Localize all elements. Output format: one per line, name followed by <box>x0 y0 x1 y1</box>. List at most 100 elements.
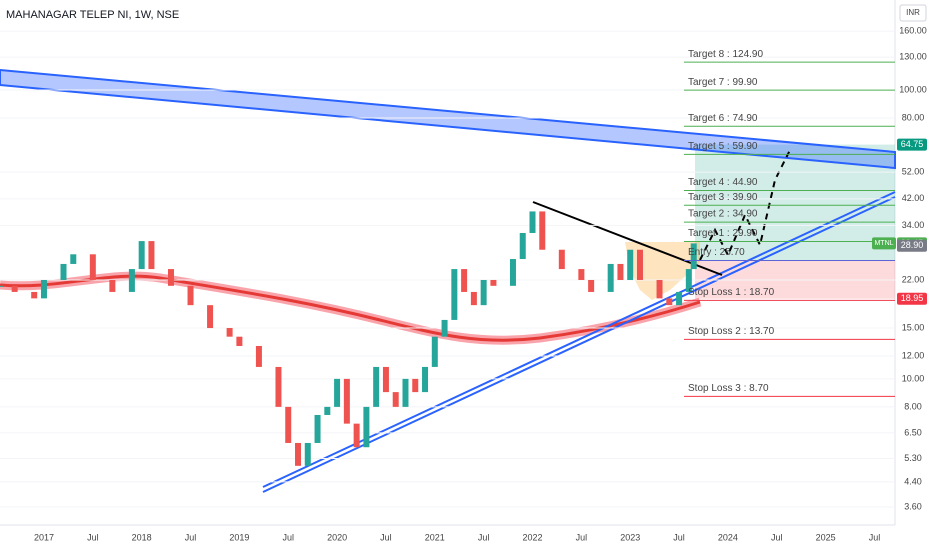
candle <box>451 269 458 320</box>
candle <box>480 279 487 306</box>
price-tag-label: 18.95 <box>901 293 924 303</box>
candle <box>539 211 546 250</box>
x-tick-label: 2020 <box>327 532 347 542</box>
candle <box>490 279 497 286</box>
y-tick-label: 100.00 <box>899 84 927 94</box>
level-label: Target 1 : 29.90 <box>688 228 758 239</box>
candle <box>519 232 526 260</box>
upper-channel <box>0 68 896 170</box>
y-tick-label: 80.00 <box>902 112 925 122</box>
candle <box>461 269 468 292</box>
candle <box>236 336 243 346</box>
candle <box>295 442 302 466</box>
candle <box>324 406 331 415</box>
candle <box>441 319 448 337</box>
symbol-tag <box>872 237 896 250</box>
candle <box>509 259 516 286</box>
price-tag <box>897 292 927 305</box>
price-tag-label: 28.90 <box>901 240 924 250</box>
currency[interactable]: INR <box>906 8 920 17</box>
y-tick-label: 22.00 <box>902 274 925 284</box>
x-tick-label: Jul <box>869 532 881 542</box>
candle <box>275 366 282 407</box>
x-tick-label: 2017 <box>34 532 54 542</box>
candle <box>187 285 194 306</box>
price-tag-label: 64.75 <box>901 139 924 149</box>
y-tick-label: 3.60 <box>904 501 922 511</box>
candle <box>148 241 155 270</box>
price-tag <box>897 138 927 151</box>
y-tick-label: 6.50 <box>904 427 922 437</box>
x-tick-label: 2025 <box>816 532 836 542</box>
level-label: Target 5 : 59.90 <box>688 141 758 152</box>
y-tick-label: 8.00 <box>904 401 922 411</box>
level-label: Target 2 : 34.90 <box>688 209 758 220</box>
x-tick-label: Jul <box>771 532 783 542</box>
candle <box>656 279 663 299</box>
x-tick-label: 2019 <box>229 532 249 542</box>
x-tick-label: Jul <box>282 532 294 542</box>
candle <box>167 269 174 286</box>
candle <box>373 366 380 407</box>
forecast-path <box>699 149 791 261</box>
candle <box>636 249 643 280</box>
candle <box>412 378 419 393</box>
candle <box>529 211 536 233</box>
candle <box>40 279 47 299</box>
currency-box[interactable] <box>899 4 927 22</box>
y-tick-label: 10.00 <box>902 373 925 383</box>
candle <box>402 378 409 407</box>
price-tag <box>897 239 927 252</box>
candle <box>60 263 67 280</box>
level-label: Entry : 25.70 <box>688 247 745 258</box>
candle <box>690 243 697 270</box>
y-tick-label: 12.00 <box>902 350 925 360</box>
y-tick-label: 15.00 <box>902 322 925 332</box>
y-tick-label: 4.40 <box>904 476 922 486</box>
candle <box>685 269 692 292</box>
plot: Target 8 : 124.90 Target 7 : 99.90 Target … <box>0 30 895 508</box>
level-label: Stop Loss 3 : 8.70 <box>688 383 769 394</box>
x-tick-label: Jul <box>673 532 685 542</box>
candle <box>470 291 477 306</box>
level-label: Stop Loss 2 : 13.70 <box>688 326 775 337</box>
candle <box>11 285 18 292</box>
x-tick-label: Jul <box>478 532 490 542</box>
x-tick-label: Jul <box>87 532 99 542</box>
candle <box>422 366 429 393</box>
candle <box>392 392 399 407</box>
level-label: Stop Loss 1 : 18.70 <box>688 287 775 298</box>
x-tick-label: Jul <box>576 532 588 542</box>
candle <box>89 254 96 280</box>
x-tick-label: 2021 <box>425 532 445 542</box>
level-label: Target 4 : 44.90 <box>688 177 758 188</box>
candle <box>666 298 673 306</box>
candle <box>304 442 311 466</box>
y-tick-label: 34.00 <box>902 220 925 230</box>
y-tick-label: 52.00 <box>902 166 925 176</box>
candle <box>431 336 438 367</box>
x-tick-label: Jul <box>380 532 392 542</box>
candle <box>0 285 3 287</box>
symbol-label: MTNL <box>874 240 893 247</box>
level-label: Target 7 : 99.90 <box>688 77 758 88</box>
x-tick-label: Jul <box>185 532 197 542</box>
candle <box>363 406 370 448</box>
level-label: Target 8 : 124.90 <box>688 49 763 60</box>
candle <box>109 279 116 292</box>
candle <box>138 241 145 270</box>
candle <box>255 345 262 367</box>
level-label: Target 6 : 74.90 <box>688 113 758 124</box>
x-tick-label: 2022 <box>522 532 542 542</box>
candle <box>226 328 233 337</box>
moving-average <box>0 274 701 342</box>
x-tick-label: 2018 <box>132 532 152 542</box>
chart-title: MAHANAGAR TELEP NI, 1W, NSE <box>6 9 179 21</box>
candle <box>343 378 350 424</box>
candle <box>617 263 624 280</box>
resistance-line <box>532 201 723 276</box>
candle <box>382 366 389 393</box>
candle <box>207 305 214 329</box>
candle <box>31 291 38 299</box>
candle <box>285 406 292 443</box>
